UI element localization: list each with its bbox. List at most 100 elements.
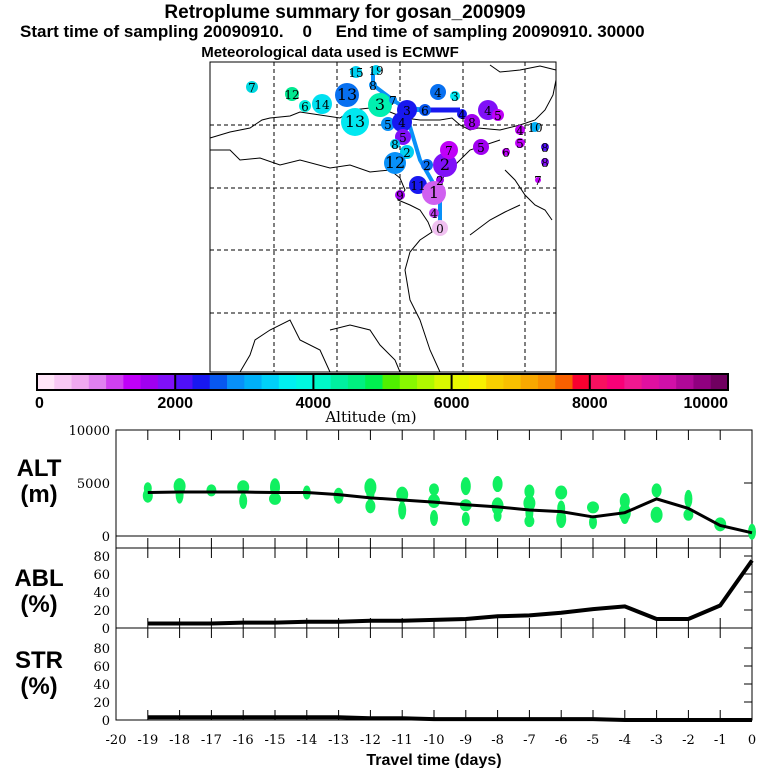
- trajectory-marker: [464, 114, 480, 130]
- colorbar-swatch: [537, 374, 556, 390]
- trajectory-marker: [335, 83, 359, 107]
- trajectory-marker: [371, 65, 381, 75]
- colorbar-swatch: [365, 374, 383, 390]
- trajectory-marker-label: 13: [345, 112, 365, 131]
- trajectory-marker: [450, 91, 460, 101]
- trajectory-marker: [429, 208, 439, 218]
- alt-scatter-point: [684, 489, 693, 508]
- x-tick-label: -20: [106, 733, 127, 748]
- trajectory-marker: [246, 81, 258, 93]
- trajectory-marker-label: 12: [385, 153, 405, 172]
- trajectory-marker: [535, 177, 541, 183]
- x-tick-label: -5: [587, 733, 600, 748]
- trajectory-marker-label: 3: [403, 104, 411, 118]
- colorbar-frame: [36, 373, 729, 391]
- trajectory-marker: [369, 81, 377, 89]
- colorbar-swatch: [71, 374, 90, 390]
- trajectory-marker-label: 7: [389, 94, 397, 108]
- colorbar-swatch: [244, 374, 263, 390]
- colorbar-tick-label: 0: [35, 395, 44, 412]
- trajectory-marker-label: 13: [337, 85, 357, 104]
- colorbar-swatch: [503, 374, 522, 390]
- trajectory-marker: [502, 148, 510, 156]
- trajectory-marker: [530, 122, 540, 132]
- trajectory-marker-label: 2: [423, 159, 431, 173]
- alt-scatter-point: [492, 476, 503, 493]
- alt-scatter-point: [651, 483, 662, 498]
- trajectory-marker-label: 2: [440, 155, 450, 174]
- alt-y-tick-label: 5000: [77, 477, 110, 492]
- alt-scatter-point: [461, 512, 470, 527]
- trajectory-marker: [341, 108, 369, 136]
- alt-scatter-point: [587, 501, 599, 514]
- trajectory-marker-label: 4: [458, 108, 466, 122]
- trajectory-marker-label: 8: [391, 138, 399, 152]
- alt-scatter-point: [524, 484, 535, 499]
- met-data-note: Meteorological data used is ECMWF: [201, 44, 459, 61]
- trajectory-marker: [299, 100, 311, 112]
- str-y-tick-label: 80: [93, 642, 110, 657]
- alt-scatter-point: [460, 477, 471, 496]
- trajectory-marker-label: 4: [430, 207, 438, 221]
- colorbar-swatch: [658, 374, 677, 390]
- colorbar-swatch: [123, 374, 142, 390]
- x-tick-label: -6: [555, 733, 568, 748]
- trajectory-marker-label: 7: [248, 81, 256, 95]
- x-tick-label: -17: [201, 733, 222, 748]
- x-tick-label: -1: [714, 733, 727, 748]
- trajectory-marker-label: 6: [301, 100, 309, 114]
- str-label-line1: STR: [15, 647, 63, 674]
- colorbar-swatch: [261, 374, 280, 390]
- map-coastline: [239, 319, 331, 373]
- trajectory-marker: [409, 176, 427, 194]
- colorbar-swatch: [278, 374, 297, 390]
- colorbar-swatch: [468, 374, 487, 390]
- trajectory-marker: [312, 94, 332, 114]
- trajectory-marker: [541, 143, 549, 151]
- trajectory-marker: [384, 152, 406, 174]
- trajectory-marker: [400, 145, 414, 159]
- trajectory-marker-label: 5: [384, 118, 392, 132]
- sampling-times: Start time of sampling 20090910. 0 End t…: [20, 22, 645, 41]
- map-coastline: [329, 324, 401, 373]
- trajectory-marker-label: 14: [314, 98, 330, 112]
- trajectory-marker-label: 4: [434, 86, 442, 100]
- x-tick-label: -13: [328, 733, 349, 748]
- trajectory-marker-label: 4: [484, 104, 492, 118]
- abl-y-tick-label: 40: [93, 586, 110, 601]
- trajectory-marker: [389, 96, 397, 104]
- alt-scatter-point: [398, 501, 407, 520]
- trajectory-marker-label: 7: [534, 174, 542, 188]
- str-series-line: [147, 715, 752, 722]
- trajectory-marker-label: 5: [516, 137, 524, 151]
- trajectory-marker: [390, 139, 400, 149]
- alt-scatter-point: [683, 508, 694, 521]
- colorbar-swatch: [624, 374, 643, 390]
- trajectory-marker-label: 6: [421, 104, 429, 118]
- map-coastline: [469, 169, 553, 236]
- x-tick-label: -16: [233, 733, 254, 748]
- trajectory-marker: [473, 139, 489, 155]
- colorbar-tick-label: 8000: [572, 395, 608, 412]
- alt-label-line1: ALT: [16, 455, 62, 482]
- trajectory-marker: [368, 93, 392, 117]
- trajectory-marker-label: 3: [451, 90, 459, 104]
- colorbar-swatch: [693, 374, 712, 390]
- colorbar-swatch: [209, 374, 228, 390]
- trajectory-marker-label: 8: [541, 156, 549, 170]
- colorbar-swatch: [676, 374, 694, 390]
- colorbar-swatch: [572, 374, 591, 390]
- abl-panel-label: ABL (%): [4, 566, 74, 618]
- alt-scatter-point: [650, 506, 663, 523]
- trajectory-marker-label: 4: [398, 116, 406, 130]
- colorbar-swatch: [382, 374, 401, 390]
- alt-scatter-point: [175, 485, 184, 504]
- trajectory-marker: [457, 109, 467, 119]
- colorbar-swatch: [710, 374, 729, 390]
- colorbar-swatch: [54, 374, 73, 390]
- trajectory-marker: [515, 138, 525, 148]
- trajectory-marker: [430, 84, 446, 100]
- colorbar-swatch: [607, 374, 625, 390]
- trajectory-marker-label: 2: [436, 174, 444, 188]
- trajectory-marker-label: 8: [369, 79, 377, 93]
